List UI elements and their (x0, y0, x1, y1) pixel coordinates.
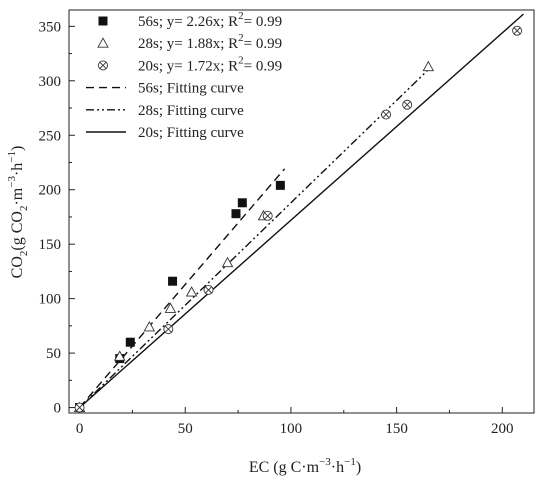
data-point (402, 99, 413, 110)
data-point (231, 209, 241, 219)
y-tick-label: 350 (39, 19, 62, 35)
data-point (262, 210, 273, 221)
y-tick-label: 0 (54, 401, 62, 417)
plot-frame (68, 9, 535, 414)
data-point (237, 198, 247, 208)
data-point (125, 337, 135, 347)
data-point (168, 276, 178, 286)
legend-label: 28s; Fitting curve (138, 103, 244, 119)
data-point (275, 180, 285, 190)
fitting-curve-line (79, 168, 286, 409)
fitting-curves (79, 13, 524, 409)
data-point (74, 402, 85, 413)
legend-label: 56s; Fitting curve (138, 81, 244, 97)
data-point (163, 324, 174, 335)
fitting-curve-line (79, 67, 431, 409)
x-tick-label: 100 (280, 421, 303, 437)
data-point (143, 321, 156, 332)
data-point (381, 109, 391, 120)
y-tick-label: 250 (39, 128, 62, 144)
x-tick-label: 0 (76, 421, 84, 437)
y-tick-label: 100 (39, 292, 62, 308)
data-points (73, 25, 523, 413)
y-tick-label: 150 (39, 237, 62, 253)
y-tick-label: 300 (39, 74, 62, 90)
legend-label: 56s; y= 2.26x; R2= 0.99 (138, 10, 282, 30)
axis-ticks: 0 50 100 150 200 0 50 100 150 200 250 300 350 (39, 19, 514, 437)
data-point (203, 284, 214, 295)
data-point (221, 256, 234, 268)
legend-marker (97, 37, 109, 48)
y-tick-label: 50 (46, 346, 61, 362)
legend-marker (98, 16, 108, 26)
x-tick-label: 50 (178, 421, 193, 437)
legend-label: 20s; y= 1.72x; R2= 0.99 (138, 54, 282, 74)
legend-label: 28s; y= 1.88x; R2= 0.99 (138, 32, 282, 52)
x-axis-title: EC (g C·m−3·h−1) (249, 456, 361, 476)
x-tick-label: 200 (491, 421, 514, 437)
legend-marker (98, 60, 108, 71)
fitting-curve-line (79, 13, 524, 409)
data-point (113, 350, 126, 361)
data-point (185, 286, 198, 297)
x-tick-label: 150 (385, 421, 408, 437)
data-point (422, 60, 435, 72)
data-point (512, 25, 523, 36)
y-tick-label: 200 (39, 183, 62, 199)
legend-label: 20s; Fitting curve (138, 125, 244, 141)
y-axis-title: CO2(g CO2·m−3·h−1) (6, 146, 30, 279)
data-point (164, 302, 177, 313)
